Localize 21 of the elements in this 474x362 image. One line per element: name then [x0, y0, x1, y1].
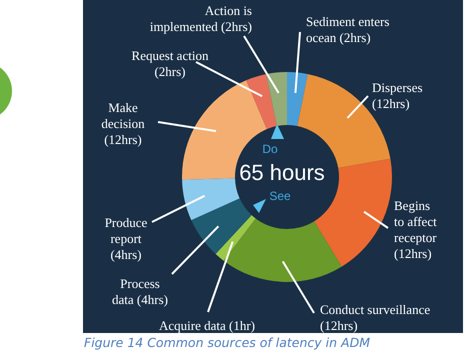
- donut-slice: [246, 74, 277, 130]
- slice-label: Begins to affect receptor (12hrs): [394, 198, 438, 261]
- slice-label: Acquire data (1hr): [158, 318, 256, 333]
- slice-label: Process data (4hrs): [112, 276, 168, 307]
- donut-slice: [191, 198, 252, 254]
- slice-label: Produce report (4hrs): [104, 215, 148, 262]
- donut-slice: [287, 72, 308, 126]
- donut-slice: [216, 215, 256, 261]
- caption: Figure 14 Common sources of latency in ADM: [84, 335, 370, 350]
- donut-slice: [182, 178, 240, 220]
- donut-slice: [266, 72, 287, 126]
- slice-label: Sediment enters ocean (2hrs): [306, 14, 390, 45]
- text: 65 hours: [239, 160, 325, 185]
- slice-label: Conduct surveillance (12hrs): [320, 302, 430, 333]
- text: See: [269, 189, 291, 203]
- slice-label: Make decision (12hrs): [101, 100, 146, 147]
- slice-label: Action is implemented (2hrs): [150, 3, 252, 34]
- donut-slice: [224, 218, 342, 282]
- slice-label: Disperses (12hrs): [372, 80, 423, 111]
- slice-label: Request action (2hrs): [132, 48, 209, 79]
- text: Do: [262, 142, 278, 156]
